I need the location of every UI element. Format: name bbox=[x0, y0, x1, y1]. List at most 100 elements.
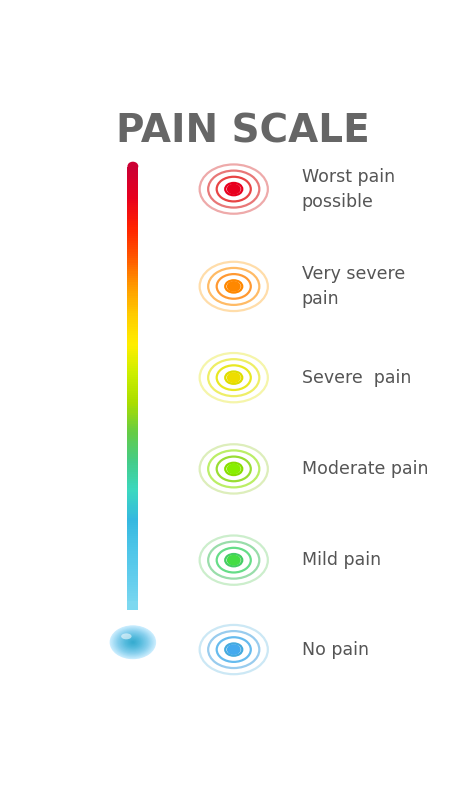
Bar bbox=[128, 262, 138, 265]
Bar bbox=[128, 209, 138, 212]
Bar bbox=[128, 249, 138, 251]
Ellipse shape bbox=[111, 626, 155, 658]
Bar bbox=[128, 606, 138, 609]
Bar bbox=[128, 352, 138, 356]
Bar bbox=[128, 368, 138, 371]
Bar bbox=[128, 547, 138, 549]
Bar bbox=[128, 202, 138, 205]
Ellipse shape bbox=[121, 634, 145, 651]
Ellipse shape bbox=[110, 626, 155, 659]
Bar bbox=[128, 465, 138, 468]
Ellipse shape bbox=[118, 632, 147, 653]
Bar bbox=[128, 246, 138, 250]
Bar bbox=[128, 330, 138, 333]
Bar bbox=[128, 450, 138, 452]
Ellipse shape bbox=[216, 273, 251, 299]
Ellipse shape bbox=[208, 170, 260, 208]
Bar bbox=[128, 476, 138, 479]
Ellipse shape bbox=[109, 626, 156, 659]
Bar bbox=[128, 408, 138, 410]
Bar bbox=[128, 346, 138, 348]
Bar bbox=[128, 463, 138, 465]
Bar bbox=[128, 361, 138, 364]
Bar bbox=[128, 414, 138, 417]
Bar bbox=[128, 430, 138, 432]
Bar bbox=[128, 390, 138, 393]
Bar bbox=[128, 231, 138, 234]
Text: Worst pain
possible: Worst pain possible bbox=[301, 167, 395, 211]
Bar bbox=[128, 295, 138, 298]
Bar bbox=[128, 529, 138, 532]
Bar bbox=[128, 386, 138, 389]
Bar bbox=[128, 310, 138, 314]
Bar bbox=[128, 401, 138, 404]
Bar bbox=[128, 584, 138, 587]
Bar bbox=[128, 502, 138, 505]
Bar bbox=[128, 410, 138, 412]
Ellipse shape bbox=[114, 629, 152, 656]
Ellipse shape bbox=[128, 162, 138, 171]
Bar bbox=[128, 363, 138, 367]
Bar bbox=[128, 308, 138, 311]
Bar bbox=[128, 458, 138, 461]
Bar bbox=[128, 388, 138, 390]
Bar bbox=[128, 562, 138, 565]
Ellipse shape bbox=[112, 627, 153, 657]
Ellipse shape bbox=[130, 640, 136, 645]
Bar bbox=[128, 322, 138, 325]
Text: Very severe
pain: Very severe pain bbox=[301, 265, 405, 308]
Bar bbox=[128, 498, 138, 501]
Bar bbox=[128, 288, 138, 292]
Text: Moderate pain: Moderate pain bbox=[301, 460, 428, 478]
Ellipse shape bbox=[199, 164, 268, 214]
Bar bbox=[128, 461, 138, 463]
Bar bbox=[128, 392, 138, 395]
Bar bbox=[128, 227, 138, 230]
Ellipse shape bbox=[208, 450, 260, 487]
Bar bbox=[128, 485, 138, 487]
Bar bbox=[128, 370, 138, 373]
Bar bbox=[128, 344, 138, 346]
Ellipse shape bbox=[128, 639, 137, 645]
Bar bbox=[128, 580, 138, 582]
Bar bbox=[128, 434, 138, 437]
Ellipse shape bbox=[127, 638, 139, 646]
Ellipse shape bbox=[111, 626, 155, 658]
Bar bbox=[128, 251, 138, 254]
Bar bbox=[128, 207, 138, 209]
Bar bbox=[128, 425, 138, 428]
Bar bbox=[128, 286, 138, 289]
Bar bbox=[128, 180, 138, 183]
Ellipse shape bbox=[199, 352, 268, 403]
Bar bbox=[128, 284, 138, 287]
Bar bbox=[128, 299, 138, 303]
Bar bbox=[128, 198, 138, 201]
Ellipse shape bbox=[124, 635, 142, 649]
Bar bbox=[128, 438, 138, 442]
Ellipse shape bbox=[132, 641, 134, 643]
Bar bbox=[128, 200, 138, 203]
Bar bbox=[128, 474, 138, 476]
Ellipse shape bbox=[125, 637, 140, 648]
Bar bbox=[128, 586, 138, 589]
Bar bbox=[128, 575, 138, 578]
Ellipse shape bbox=[119, 632, 147, 653]
Bar bbox=[128, 525, 138, 527]
Bar bbox=[128, 551, 138, 554]
Bar bbox=[128, 500, 138, 503]
Text: Mild pain: Mild pain bbox=[301, 551, 381, 569]
Bar bbox=[128, 348, 138, 351]
Ellipse shape bbox=[208, 268, 260, 305]
Bar bbox=[128, 333, 138, 336]
Bar bbox=[128, 427, 138, 431]
Ellipse shape bbox=[128, 638, 138, 646]
Bar bbox=[128, 538, 138, 540]
Ellipse shape bbox=[199, 625, 268, 675]
Bar bbox=[128, 357, 138, 359]
Ellipse shape bbox=[216, 637, 251, 662]
Ellipse shape bbox=[126, 638, 140, 647]
Bar bbox=[128, 182, 138, 186]
Bar bbox=[128, 517, 138, 521]
Bar bbox=[128, 589, 138, 591]
Bar bbox=[128, 291, 138, 294]
